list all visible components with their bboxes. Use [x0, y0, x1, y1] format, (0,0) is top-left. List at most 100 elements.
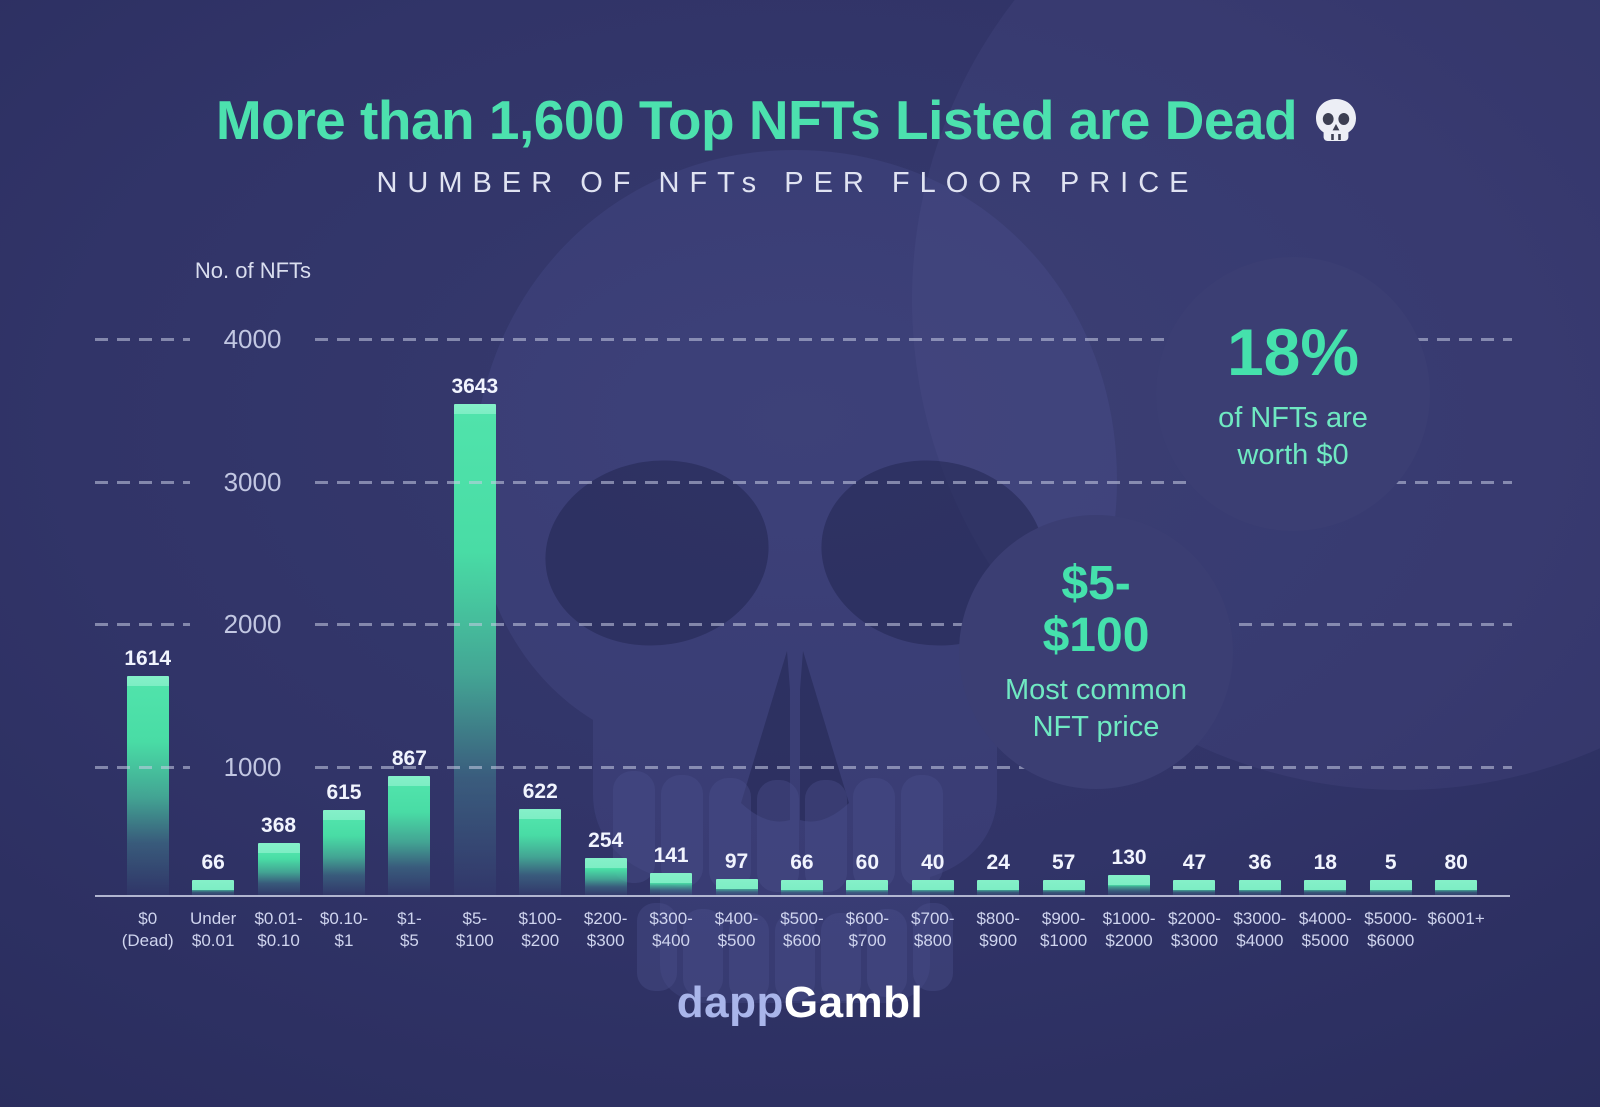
bar	[1369, 880, 1412, 896]
bar-value-label: 18	[1313, 851, 1337, 874]
bar-value-label: 97	[724, 850, 749, 873]
x-axis-category-label: $900- $1000	[1039, 909, 1088, 951]
x-axis-category-label: $2000- $3000	[1167, 909, 1221, 951]
page-title-text: More than 1,600 Top NFTs Listed are Dead	[215, 89, 1298, 151]
bar	[715, 879, 758, 896]
skull-nose	[741, 651, 790, 822]
x-axis-category-label: $4000- $5000	[1298, 909, 1352, 951]
bar	[1238, 880, 1281, 896]
x-axis-category-label: $3000- $4000	[1233, 909, 1287, 951]
y-tick-label: 3000	[223, 466, 282, 497]
x-axis-category-label: $6001+	[1427, 909, 1485, 928]
bar	[519, 809, 562, 896]
bar-group: 80	[1423, 326, 1488, 896]
bar	[126, 676, 169, 896]
bar-value-label: 5	[1384, 851, 1397, 874]
skull-emoji-icon	[1316, 99, 1357, 141]
bar	[1108, 875, 1151, 896]
page-title: More than 1,600 Top NFTs Listed are Dead	[0, 88, 1575, 152]
gridline-dash	[95, 623, 190, 626]
bar-group: 368	[246, 326, 311, 896]
callout-headline: $5- $100	[1042, 557, 1150, 662]
bar-value-label: 615	[326, 781, 362, 804]
bar-group: 1614	[115, 326, 180, 896]
x-axis-category-label: $600- $700	[845, 909, 890, 951]
x-axis-category-label: $5- $100	[455, 909, 494, 951]
bar-group: 60	[835, 326, 900, 896]
gridline: 4000	[95, 324, 1512, 355]
x-axis-category-label: $500- $600	[780, 909, 824, 951]
bar-value-label: 40	[921, 851, 945, 874]
bar	[192, 880, 235, 896]
y-tick-label: 4000	[223, 324, 282, 354]
x-axis-category-label: $0.01- $0.10	[254, 909, 303, 951]
callout-body: Most common NFT price	[1004, 673, 1188, 743]
bar-group: 57	[1031, 326, 1096, 896]
x-axis-category-label: Under $0.01	[189, 909, 237, 951]
bar-group: 66	[769, 326, 834, 896]
bar	[1042, 880, 1085, 896]
bar-value-label: 867	[391, 747, 427, 770]
x-axis-category-label: $0.10- $1	[319, 909, 369, 951]
x-axis-category-label: $800- $900	[976, 909, 1020, 951]
x-axis-category-label: $5000- $6000	[1364, 909, 1418, 951]
bar-value-label: 47	[1182, 851, 1207, 874]
bar-value-label: 66	[201, 851, 225, 874]
bar-value-label: 3643	[451, 375, 499, 398]
x-axis-category-label: $0 (Dead)	[121, 909, 174, 951]
x-axis-category-label: $1000- $2000	[1102, 909, 1156, 951]
y-axis-title: No. of NFTs	[194, 258, 312, 283]
callout-headline: 18%	[1226, 314, 1360, 389]
bar-value-label: 368	[261, 814, 297, 837]
y-tick-label: 2000	[223, 609, 282, 639]
skull-illustration	[473, 150, 1117, 1003]
bar-group: 24	[965, 326, 1030, 896]
bar-group: 18	[1293, 326, 1358, 896]
x-axis-category-label: $400- $500	[714, 909, 759, 951]
bar-group: 47	[1162, 326, 1227, 896]
bar-group: 141	[638, 326, 703, 896]
bar-value-label: 80	[1444, 851, 1468, 874]
bar-value-label: 36	[1248, 851, 1272, 874]
bar	[257, 843, 300, 896]
bar	[1435, 880, 1478, 896]
x-axis-category-label: $700- $800	[911, 909, 955, 951]
x-axis-category-label: $300- $400	[649, 909, 693, 951]
dappgambl-logo: dappGambl	[0, 978, 1600, 1028]
gridline-dash	[95, 480, 190, 484]
gridline: 1000	[95, 752, 1512, 783]
bar-value-label: 130	[1111, 846, 1147, 869]
bar-value-label: 66	[790, 851, 814, 874]
bar	[1173, 880, 1216, 896]
bar-group: 130	[1096, 326, 1161, 896]
bar	[911, 880, 954, 896]
bars-row: 1614 66 368 615 867 3643 622 254 141 97 66 60 40 24 57…	[95, 326, 1510, 896]
gridline-dash	[315, 765, 1512, 769]
bar	[453, 404, 496, 896]
bar	[780, 880, 823, 896]
bar-group: 36	[1227, 326, 1292, 896]
x-axis-category-label: $100- $200	[518, 909, 562, 951]
logo-part-gambl: Gambl	[783, 978, 924, 1027]
gridline-dash	[315, 338, 1512, 341]
skull-cranium	[473, 150, 1117, 1003]
bar	[650, 873, 693, 896]
x-axis-category-label: $1- $5	[397, 909, 422, 951]
bar	[388, 776, 431, 896]
bar-group: 3643	[442, 326, 507, 896]
callout-most-common-price: $5- $100 Most common NFT price	[959, 515, 1233, 789]
logo-part-dapp: dapp	[676, 978, 784, 1027]
gridline-dash	[315, 480, 1512, 484]
bar	[846, 880, 889, 896]
callout-body: of NFTs are worth $0	[1218, 401, 1368, 471]
x-axis-category-label: $200- $300	[583, 909, 628, 951]
x-axis-line	[95, 895, 1510, 897]
bar-group: 254	[573, 326, 638, 896]
bar-group: 66	[180, 326, 245, 896]
bar-group: 97	[704, 326, 769, 896]
bar-group: 615	[311, 326, 376, 896]
bar-value-label: 24	[986, 851, 1010, 874]
bar	[322, 810, 365, 896]
bar	[977, 880, 1020, 896]
